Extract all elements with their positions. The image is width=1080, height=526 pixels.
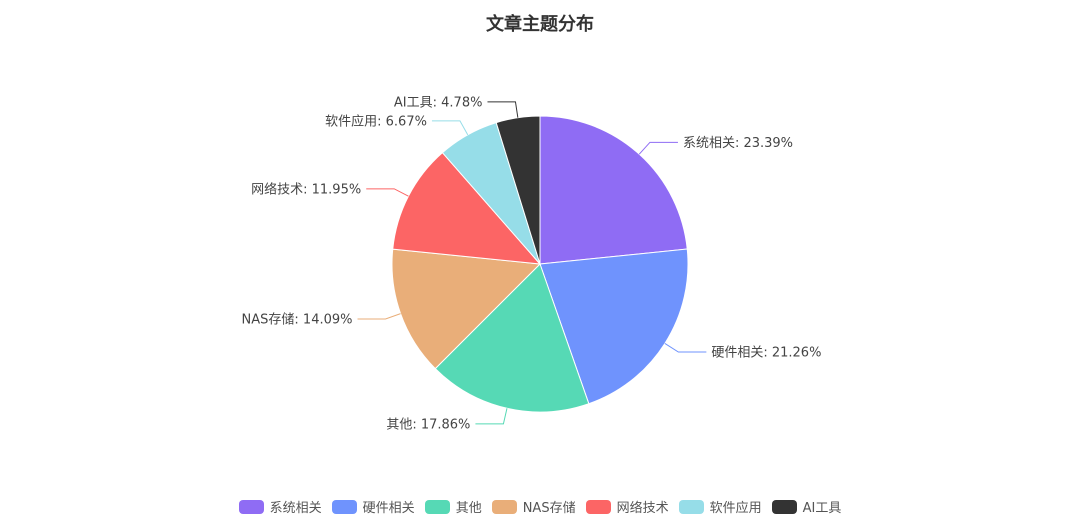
legend-label: 硬件相关: [362, 501, 415, 516]
pie-slice-0[interactable]: [539, 115, 688, 265]
label-line-5: [431, 120, 469, 136]
legend-swatch: [585, 499, 611, 514]
legend-item-1[interactable]: 硬件相关: [331, 497, 415, 516]
slice-label-5: 软件应用: 6.67%: [325, 113, 427, 129]
chart-title: 文章主题分布: [486, 14, 594, 35]
legend-item-3[interactable]: NAS存储: [491, 497, 576, 516]
legend-item-6[interactable]: AI工具: [771, 497, 842, 516]
legend-label: AI工具: [802, 501, 842, 516]
legend-swatch: [771, 499, 797, 514]
legend-label: 系统相关: [269, 501, 322, 516]
pie-slice-3[interactable]: [391, 248, 542, 370]
legend-swatch: [424, 499, 450, 514]
slice-label-1: 硬件相关: 21.26%: [711, 346, 821, 361]
legend-item-2[interactable]: 其他: [424, 497, 482, 516]
label-line-3: [357, 313, 401, 320]
legend-swatch: [238, 499, 264, 514]
legend-label: 其他: [455, 501, 482, 516]
slice-label-4: 网络技术: 11.95%: [251, 181, 361, 197]
label-line-0: [638, 141, 678, 155]
pie-slice-4[interactable]: [392, 151, 542, 265]
pie-slice-2[interactable]: [434, 263, 590, 413]
legend: 系统相关 硬件相关 其他 NAS存储 网络技术 软件应用 AI工具: [0, 497, 1080, 516]
legend-swatch: [331, 499, 357, 514]
legend-swatch: [491, 499, 517, 514]
legend-item-0[interactable]: 系统相关: [238, 497, 322, 516]
legend-label: NAS存储: [522, 501, 576, 516]
legend-label: 软件应用: [709, 501, 762, 516]
label-line-6: [487, 101, 519, 118]
slice-label-3: NAS存储: 14.09%: [242, 313, 353, 328]
label-line-4: [366, 188, 409, 197]
legend-label: 网络技术: [616, 501, 669, 516]
slice-label-0: 系统相关: 23.39%: [683, 136, 793, 151]
legend-item-4[interactable]: 网络技术: [585, 497, 669, 516]
label-line-1: [664, 343, 707, 353]
slice-label-6: AI工具: 4.78%: [394, 95, 483, 110]
legend-item-5[interactable]: 软件应用: [678, 497, 762, 516]
pie-slice-6[interactable]: [495, 115, 541, 265]
slice-label-2: 其他: 17.86%: [386, 417, 470, 432]
legend-swatch: [678, 499, 704, 514]
label-line-2: [475, 408, 508, 425]
